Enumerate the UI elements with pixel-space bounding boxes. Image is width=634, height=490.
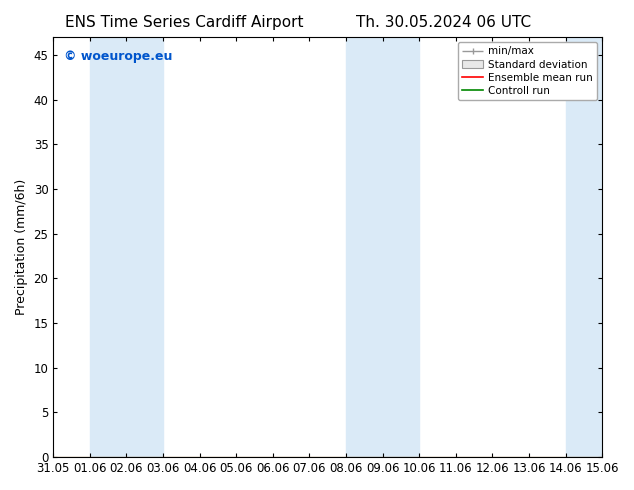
Legend: min/max, Standard deviation, Ensemble mean run, Controll run: min/max, Standard deviation, Ensemble me… (458, 42, 597, 100)
Y-axis label: Precipitation (mm/6h): Precipitation (mm/6h) (15, 179, 28, 315)
Text: Th. 30.05.2024 06 UTC: Th. 30.05.2024 06 UTC (356, 15, 531, 30)
Text: ENS Time Series Cardiff Airport: ENS Time Series Cardiff Airport (65, 15, 303, 30)
Bar (566, 37, 602, 457)
Bar (346, 37, 419, 457)
Text: © woeurope.eu: © woeurope.eu (64, 49, 172, 63)
Bar (90, 37, 163, 457)
